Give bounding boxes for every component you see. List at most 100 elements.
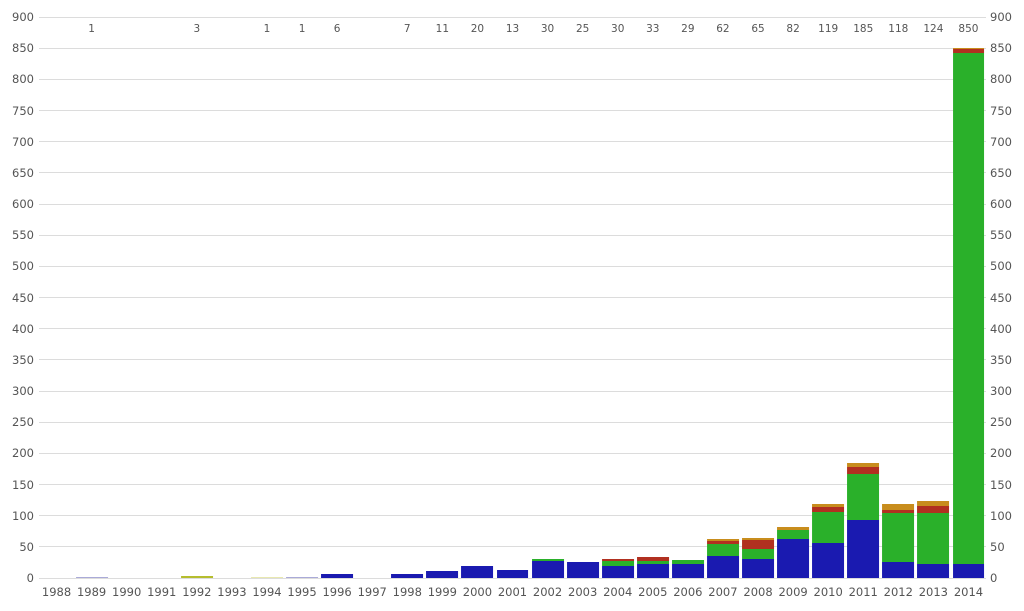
bar-segment-green-2006[interactable]	[671, 559, 704, 564]
bar-stack-1992	[180, 576, 213, 578]
bar-stack-2001	[496, 569, 529, 578]
bar-segment-blue-2001[interactable]	[496, 569, 529, 578]
bar-stack-2010	[812, 503, 845, 578]
y-tick-label-left: 150	[12, 477, 34, 492]
bar-segment-blue-2008[interactable]	[742, 559, 775, 578]
bar-segment-green-2008[interactable]	[742, 548, 775, 560]
bar-total-label-1994: 1	[263, 23, 271, 35]
gridline	[39, 390, 986, 392]
bar-segment-gold-2007[interactable]	[707, 539, 739, 542]
bar-1996	[320, 17, 355, 578]
x-tick-label-1988: 1988	[41, 585, 72, 599]
bar-segment-green-2004[interactable]	[601, 561, 634, 566]
bar-segment-gold-2013[interactable]	[917, 500, 950, 507]
bar-segment-pale-yellow-1994[interactable]	[251, 576, 283, 578]
bar-segment-dark-red-2008[interactable]	[742, 540, 775, 549]
bar-segment-blue-2014[interactable]	[952, 564, 985, 578]
gridline	[39, 515, 986, 517]
y-tick-label-right: 900	[990, 10, 1012, 24]
bar-total-label-1998: 7	[403, 23, 411, 35]
bar-1998	[390, 17, 425, 578]
y-tick-label-left: 650	[12, 165, 34, 180]
bar-2004	[600, 17, 635, 578]
bar-segment-gold-2012[interactable]	[882, 504, 915, 511]
bar-segment-gold-2010[interactable]	[812, 503, 845, 507]
bar-segment-gold-2011[interactable]	[847, 462, 880, 468]
bar-segment-dark-red-2011[interactable]	[847, 467, 880, 474]
bar-segment-dark-red-2014[interactable]	[952, 49, 985, 53]
bar-total-label-2012: 118	[888, 23, 909, 35]
bar-segment-blue-2006[interactable]	[671, 563, 704, 578]
bar-segment-dark-red-2007[interactable]	[707, 541, 739, 545]
bar-segment-gold-2008[interactable]	[742, 537, 775, 540]
bar-segment-green-2009[interactable]	[777, 530, 810, 540]
bar-segment-blue-2002[interactable]	[531, 560, 564, 578]
gridline	[39, 328, 986, 330]
x-tick-label-2006: 2006	[673, 585, 703, 599]
bar-2008	[741, 17, 776, 578]
bar-total-label-1996: 6	[333, 23, 341, 35]
bar-segment-blue-2009[interactable]	[777, 539, 810, 578]
y-tick-label-left: 800	[12, 72, 34, 87]
bar-1989	[74, 17, 109, 578]
bar-segment-blue-2010[interactable]	[812, 543, 845, 578]
gridline	[39, 78, 986, 80]
y-tick-label-left: 100	[12, 508, 34, 523]
bar-segment-green-2007[interactable]	[707, 544, 739, 557]
y-tick-label-left: 300	[12, 384, 34, 398]
bar-segment-gold-2009[interactable]	[777, 526, 810, 531]
gridline	[39, 546, 986, 548]
y-tick-label-left: 550	[12, 228, 34, 243]
bar-total-label-2011: 185	[853, 23, 874, 35]
bar-segment-olive-1992[interactable]	[180, 576, 213, 578]
bar-1997	[355, 17, 390, 578]
bar-total-label-2004: 30	[611, 23, 625, 35]
bar-segment-blue-2004[interactable]	[601, 565, 634, 578]
bar-segment-blue-1996[interactable]	[321, 574, 354, 578]
bar-2001	[495, 17, 530, 578]
bar-segment-blue-2005[interactable]	[636, 564, 669, 578]
bar-segment-green-2011[interactable]	[847, 473, 880, 521]
gridline	[39, 47, 986, 49]
bar-segment-green-2010[interactable]	[812, 511, 845, 544]
x-tick-label-2004: 2004	[603, 585, 633, 599]
x-tick-label-1999: 1999	[427, 585, 457, 599]
x-tick-label-2008: 2008	[743, 585, 773, 599]
bar-total-label-2013: 124	[923, 23, 944, 35]
bar-segment-dark-red-2005[interactable]	[636, 557, 669, 562]
bar-stack-2012	[882, 504, 915, 578]
bar-2014	[951, 17, 986, 578]
bar-segment-gold-2014[interactable]	[952, 48, 985, 50]
bar-segment-blue-2007[interactable]	[707, 556, 739, 578]
bar-segment-green-2012[interactable]	[882, 512, 915, 562]
bar-stack-2009	[777, 526, 810, 578]
bar-segment-green-2014[interactable]	[952, 52, 985, 565]
bar-stack-2013	[917, 500, 950, 578]
bar-segment-lavender-1995[interactable]	[286, 576, 319, 578]
bar-segment-blue-2013[interactable]	[917, 564, 950, 578]
bar-segment-blue-1999[interactable]	[426, 571, 459, 578]
bar-segment-green-2013[interactable]	[917, 513, 950, 565]
bar-segment-blue-1998[interactable]	[391, 573, 424, 578]
bar-segment-blue-2003[interactable]	[566, 562, 599, 578]
bar-segment-blue-2012[interactable]	[882, 561, 915, 578]
gridline	[39, 421, 986, 423]
bar-total-label-2007: 62	[716, 23, 730, 35]
bar-segment-blue-2011[interactable]	[847, 520, 880, 578]
bar-segment-dark-red-2012[interactable]	[882, 510, 915, 513]
x-tick-label-1990: 1990	[112, 585, 142, 599]
x-tick-label-2005: 2005	[638, 585, 668, 599]
bar-segment-dark-red-2013[interactable]	[917, 506, 950, 514]
bar-segment-lavender-1989[interactable]	[75, 576, 108, 578]
y-tick-label-left: 450	[12, 290, 34, 305]
bar-segment-green-2002[interactable]	[531, 559, 564, 561]
bar-segment-green-2005[interactable]	[636, 561, 669, 565]
bar-segment-dark-red-2010[interactable]	[812, 506, 845, 512]
x-tick-label-1994: 1994	[252, 585, 282, 599]
y-tick-label-right: 750	[990, 103, 1012, 118]
bar-segment-blue-2000[interactable]	[461, 565, 494, 578]
y-tick-label-right: 50	[990, 539, 1005, 554]
bar-segment-dark-red-2004[interactable]	[601, 559, 634, 562]
bar-1991	[144, 17, 179, 578]
